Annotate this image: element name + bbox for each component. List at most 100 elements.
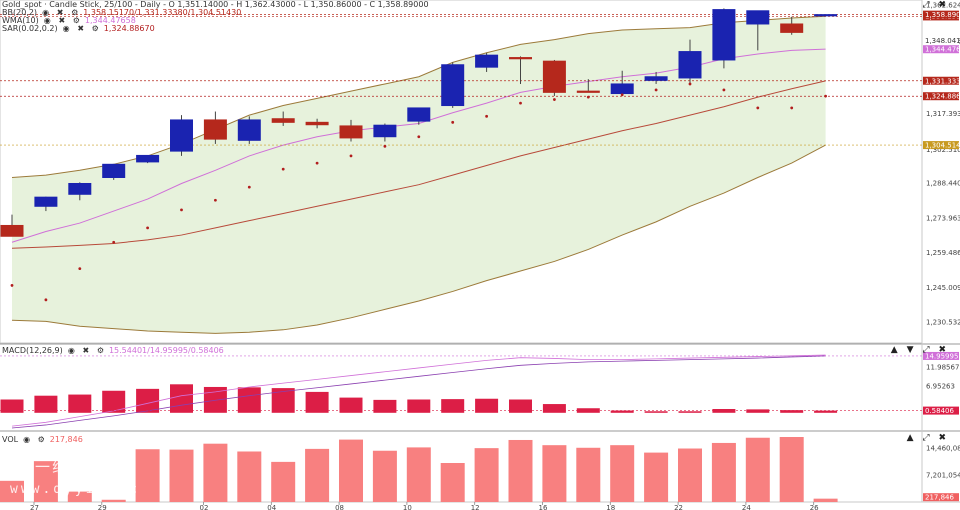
eye-icon[interactable]: ◉ <box>67 346 75 355</box>
close-icon[interactable]: ✖ <box>58 16 66 25</box>
candle-body <box>814 14 838 17</box>
close-icon[interactable]: ✖ <box>938 345 946 355</box>
macd-histogram-bar <box>644 411 668 413</box>
y-tick-label: 1,302.51007 <box>926 146 960 154</box>
y-tick-label: 1,317.39362 <box>926 110 960 118</box>
macd-histogram-bar <box>68 394 92 413</box>
x-tick-label: 04 <box>267 504 276 510</box>
sar-dot <box>756 106 760 110</box>
gear-icon[interactable]: ⚙ <box>37 435 45 444</box>
arrow-down-icon[interactable]: ▼ <box>906 345 914 355</box>
macd-signal-line <box>11 355 826 429</box>
candle-body <box>0 224 24 237</box>
x-tick-label: 22 <box>674 504 683 510</box>
macd-histogram-bar <box>170 384 193 413</box>
vol-label: VOL <box>2 435 19 444</box>
watermark-url: www.dyyizy.c <box>10 482 140 497</box>
arrow-up-icon[interactable]: ▲ <box>890 345 898 355</box>
sar-dot <box>688 82 692 86</box>
candle-body <box>373 124 397 138</box>
sar-dot <box>553 98 556 101</box>
y-tick-label: 1,288.44021 <box>926 180 960 188</box>
x-tick-label: 08 <box>335 504 344 510</box>
candle-body <box>305 121 329 126</box>
close-icon[interactable]: ✖ <box>56 8 64 17</box>
close-icon[interactable]: ✖ <box>938 0 946 10</box>
sar-dot <box>383 144 387 148</box>
chart-title-line: Gold_spot · Candle Stick, 25/100 - Daily… <box>2 0 429 10</box>
gear-icon[interactable]: ⚙ <box>72 16 80 25</box>
bb-label: BB(20,2) <box>2 8 38 17</box>
price-tag: 1,358.89000 <box>923 10 960 19</box>
wma-value: 1,344.47658 <box>84 16 136 25</box>
y-tick-label: 11.98567 <box>926 363 959 371</box>
macd-tag-bg <box>923 351 959 360</box>
bb-middle-line <box>11 80 826 249</box>
macd-legend: MACD(12,26,9) ◉ ✖ ⚙ 15.54401/14.95995/0.… <box>2 346 224 355</box>
price-tag-label: 1,348.04185 <box>925 37 960 45</box>
price-tag-bg <box>923 36 959 45</box>
expand-icon[interactable]: ⤢ <box>922 345 930 355</box>
price-tag-label: 1,358.89000 <box>925 11 960 19</box>
candle-body <box>203 119 227 140</box>
close-icon[interactable]: ✖ <box>82 346 90 355</box>
candle-body <box>34 196 58 207</box>
volume-bar <box>474 448 499 502</box>
eye-icon[interactable]: ◉ <box>23 435 31 444</box>
close-icon[interactable]: ✖ <box>938 433 946 443</box>
candle-body <box>610 83 634 95</box>
volume-bar <box>711 442 736 502</box>
gear-icon[interactable]: ⚙ <box>71 8 79 17</box>
expand-icon[interactable]: ⤢ <box>922 0 930 10</box>
price-tag-bg <box>923 141 959 150</box>
candle-body <box>68 182 92 195</box>
price-tag-bg <box>923 10 959 19</box>
macd-histogram-bar <box>271 388 295 413</box>
sar-dot <box>519 101 522 105</box>
candle-body <box>712 9 736 61</box>
sar-dot <box>824 94 827 98</box>
candle-body <box>509 57 532 60</box>
candle-body <box>136 154 160 163</box>
macd-histogram-bar <box>102 390 126 413</box>
sar-dot <box>112 240 116 244</box>
macd-histogram-bar <box>373 399 397 413</box>
vol-value: 217,846 <box>49 435 83 444</box>
volume-bar <box>305 448 330 502</box>
price-tag-label: 1,324.88670 <box>925 93 960 101</box>
x-tick-label: 27 <box>30 504 39 510</box>
eye-icon[interactable]: ◉ <box>42 8 50 17</box>
volume-bar <box>135 449 160 502</box>
candle-body <box>644 76 668 81</box>
volume-bar <box>610 445 635 502</box>
eye-icon[interactable]: ◉ <box>62 24 70 33</box>
macd-histogram-bar <box>136 388 160 413</box>
y-tick-label: 14,460,088 <box>926 444 960 452</box>
volume-bar <box>576 447 601 502</box>
candle-body <box>441 64 465 107</box>
close-icon[interactable]: ✖ <box>77 24 85 33</box>
arrow-up-icon[interactable]: ▲ <box>906 433 914 443</box>
price-tag-label: 1,344.47658 <box>925 46 960 54</box>
volume-tag: 217,846 <box>923 493 959 502</box>
expand-icon[interactable]: ⤢ <box>922 433 930 443</box>
x-tick-label: 10 <box>403 504 412 510</box>
x-tick-label: 02 <box>200 504 209 510</box>
y-tick-label: 1,245.00964 <box>926 284 960 292</box>
sar-dot <box>790 106 794 110</box>
gear-icon[interactable]: ⚙ <box>91 24 99 33</box>
price-tag-label: 1,331.33380 <box>925 77 960 85</box>
eye-icon[interactable]: ◉ <box>43 16 51 25</box>
watermark-text: 一线白银分析 <box>35 458 138 476</box>
macd-line <box>11 354 826 427</box>
x-tick-label: 12 <box>471 504 480 510</box>
wma-label: WMA(10) <box>2 16 39 25</box>
bb-lower-line <box>11 144 826 334</box>
price-tag-bg <box>923 92 959 101</box>
y-tick-label: 1,273.96336 <box>926 214 960 222</box>
macd-histogram-bar <box>780 410 804 413</box>
gear-icon[interactable]: ⚙ <box>96 346 104 355</box>
macd-histogram-bar <box>339 397 363 413</box>
